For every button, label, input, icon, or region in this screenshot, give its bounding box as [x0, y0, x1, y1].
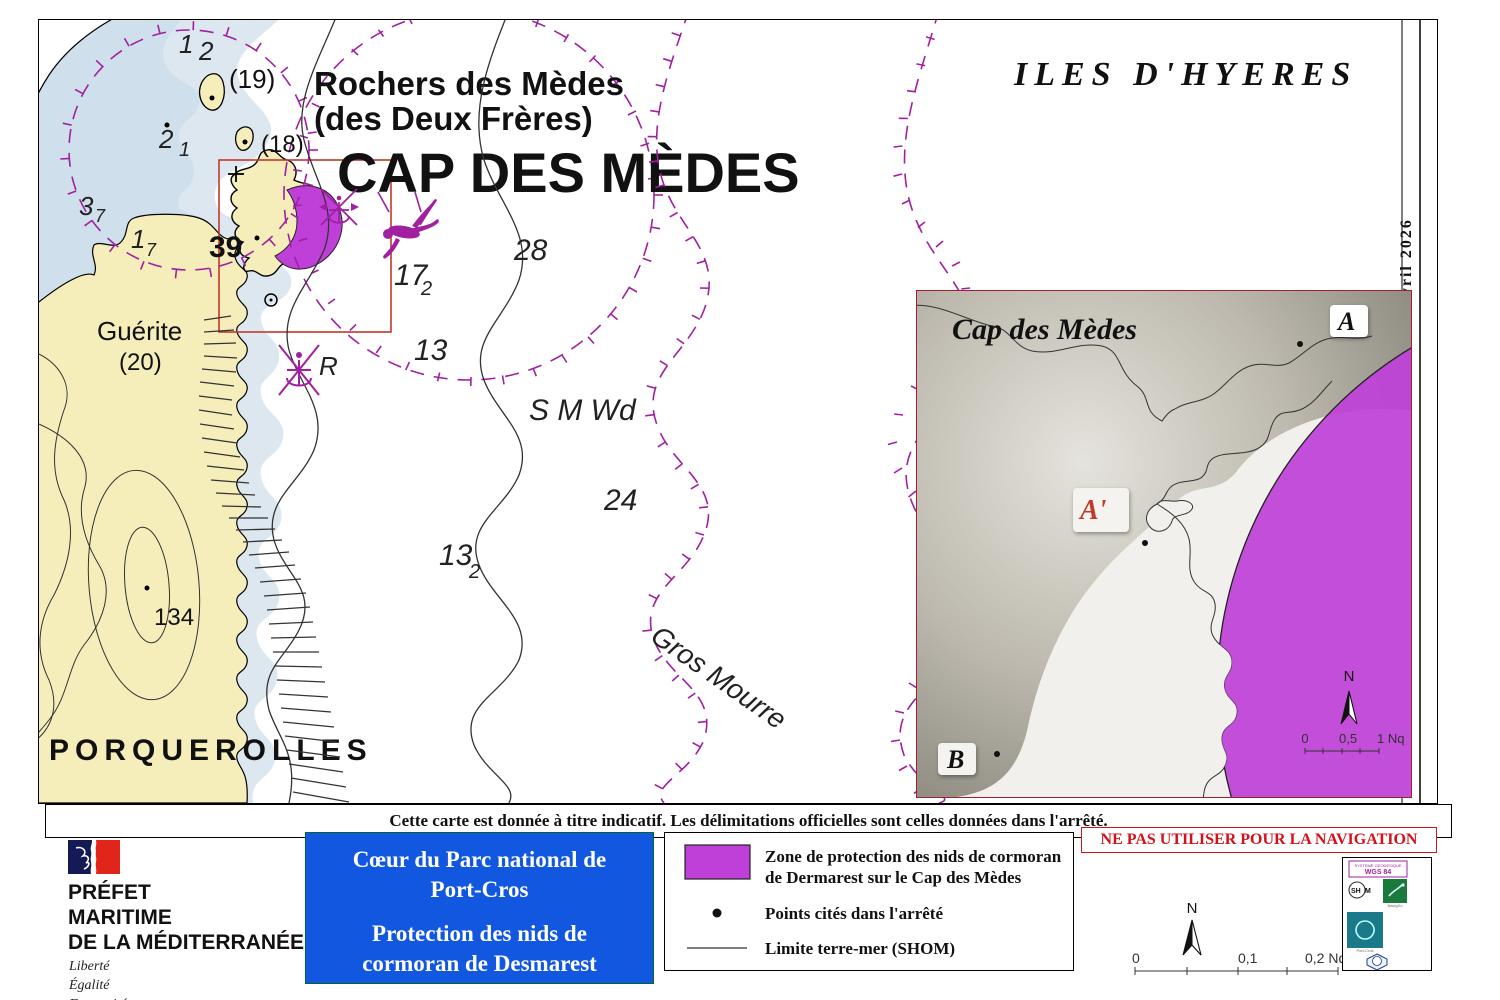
svg-text:(18): (18) [261, 131, 304, 158]
svg-text:13: 13 [439, 539, 473, 572]
svg-text:Limite terre-mer (SHOM): Limite terre-mer (SHOM) [765, 939, 955, 958]
svg-text:3: 3 [79, 191, 94, 221]
svg-text:2: 2 [198, 36, 214, 66]
svg-text:24: 24 [603, 484, 637, 517]
svg-text:ILES D'HYERES: ILES D'HYERES [1013, 56, 1357, 93]
svg-text:Guérite: Guérite [97, 316, 182, 346]
svg-text:NavigXo: NavigXo [1387, 903, 1403, 908]
svg-text:Rochers des Mèdes: Rochers des Mèdes [314, 65, 624, 102]
svg-text:(19): (19) [229, 64, 275, 94]
svg-text:0,2 Nq: 0,2 Nq [1305, 950, 1346, 966]
svg-text:WGS 84: WGS 84 [1365, 869, 1392, 876]
svg-text:0: 0 [1301, 731, 1308, 746]
svg-text:(des Deux Frères): (des Deux Frères) [314, 100, 593, 137]
svg-text:SYSTEME GEODESIQUE: SYSTEME GEODESIQUE [1354, 863, 1401, 868]
svg-text:39: 39 [209, 231, 242, 264]
svg-text:de Dermarest sur le Cap des Mè: de Dermarest sur le Cap des Mèdes [765, 868, 1022, 887]
svg-text:2: 2 [420, 278, 432, 300]
svg-text:(20): (20) [119, 349, 162, 376]
svg-text:SH: SH [1351, 888, 1361, 895]
svg-text:1: 1 [131, 224, 145, 254]
svg-text:S M Wd: S M Wd [529, 394, 637, 427]
svg-text:0,5: 0,5 [1339, 731, 1357, 746]
svg-text:Points cités dans l'arrêté: Points cités dans l'arrêté [765, 904, 943, 923]
svg-text:7: 7 [95, 206, 106, 226]
svg-text:7: 7 [146, 240, 157, 260]
svg-text:1 Nq: 1 Nq [1377, 731, 1404, 746]
svg-text:1: 1 [179, 29, 193, 59]
svg-text:Port-Cros: Port-Cros [1356, 948, 1373, 953]
svg-text:A': A' [1078, 495, 1107, 526]
svg-text:134: 134 [154, 604, 194, 631]
svg-text:2: 2 [468, 561, 480, 583]
svg-text:2: 2 [158, 124, 174, 154]
svg-text:PORQUEROLLES: PORQUEROLLES [49, 734, 373, 767]
svg-text:B: B [946, 745, 964, 774]
svg-text:A: A [1336, 307, 1355, 336]
svg-text:CAP DES MÈDES: CAP DES MÈDES [337, 141, 800, 204]
svg-text:0,1: 0,1 [1238, 950, 1258, 966]
svg-text:28: 28 [513, 234, 548, 267]
svg-text:R: R [319, 351, 338, 381]
svg-text:0: 0 [1132, 950, 1140, 966]
svg-text:Zone de protection des nids de: Zone de protection des nids de cormoran [765, 847, 1062, 866]
svg-text:M: M [1365, 888, 1371, 895]
svg-text:N: N [1344, 668, 1355, 685]
svg-text:13: 13 [414, 334, 448, 367]
svg-text:1: 1 [179, 139, 190, 161]
svg-text:Cap des Mèdes: Cap des Mèdes [952, 313, 1137, 346]
svg-text:N: N [1187, 900, 1198, 917]
